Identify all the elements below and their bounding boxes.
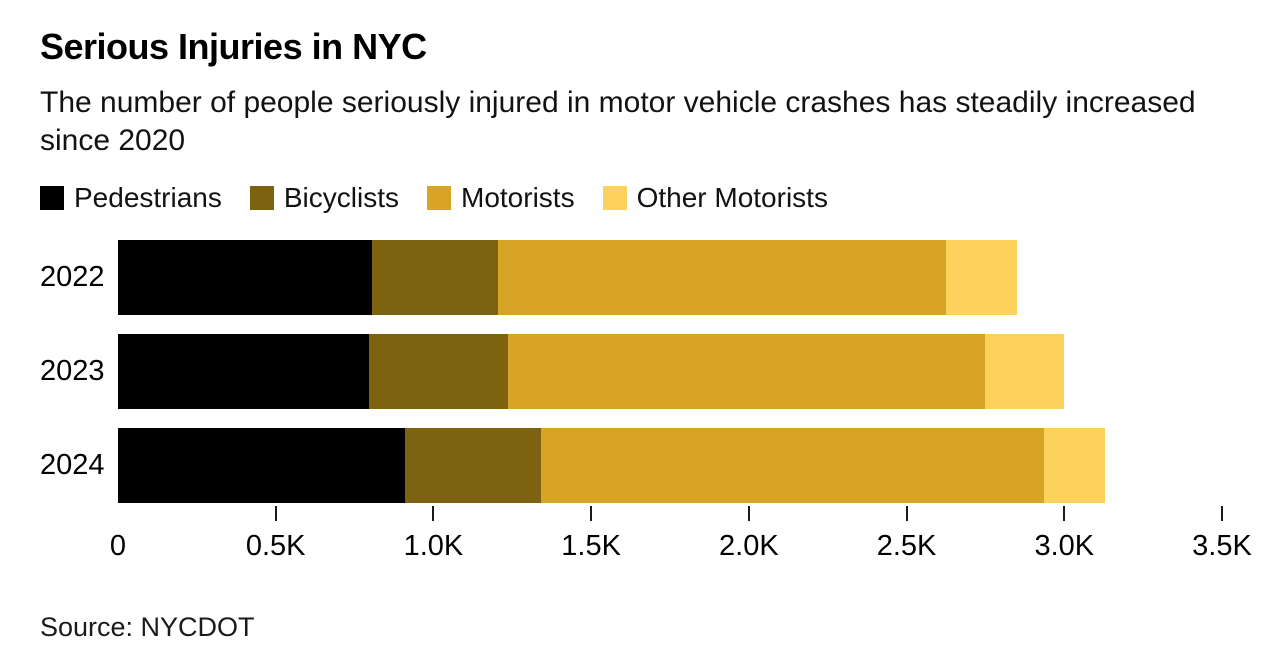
source-note: Source: NYCDOT: [40, 612, 255, 642]
axis-tick-label: 2.5K: [876, 530, 937, 562]
axis-tick-label: 1.0K: [403, 530, 464, 562]
legend-label: Bicyclists: [283, 182, 399, 213]
legend-swatch-bicyclists: [249, 186, 274, 210]
axis-tick-label: 3.5K: [1192, 530, 1252, 562]
axis-tick-label: 3.0K: [1034, 530, 1095, 562]
legend-label: Other Motorists: [636, 182, 828, 213]
legend-swatch-pedestrians: [40, 186, 64, 210]
bar-segment-motorists: [507, 334, 986, 409]
legend-item-bicyclists: Bicyclists: [249, 182, 399, 214]
axis-tick-label: 1.5K: [561, 530, 621, 562]
bar-track: [118, 428, 1222, 503]
legend: Pedestrians Bicyclists Motorists Other Moto…: [40, 182, 1222, 214]
bar-segment-pedestrians: [118, 334, 369, 409]
bar-segment-pedestrians: [118, 240, 372, 315]
axis-tick: [1063, 506, 1066, 521]
axis-tick: [590, 506, 593, 521]
axis-tick-label: 0.5K: [245, 530, 306, 562]
bar-row-2022: 2022: [40, 240, 1222, 315]
bar-track: [118, 240, 1222, 315]
chart-subtitle: The number of people seriously injured i…: [40, 86, 1196, 157]
category-label: 2024: [40, 449, 105, 481]
bar-segment-motorists: [540, 428, 1044, 503]
axis-tick: [905, 506, 908, 521]
bar-segment-motorists: [498, 240, 946, 315]
axis-tick-label: 2.0K: [719, 530, 779, 562]
axis-tick: [274, 506, 277, 521]
legend-label: Pedestrians: [74, 182, 222, 213]
axis-tick: [1221, 506, 1223, 521]
bar-row-2023: 2023: [40, 334, 1222, 409]
bar-segment-other-motorists: [985, 334, 1065, 409]
bar-segment-bicyclists: [368, 334, 508, 409]
axis-tick: [747, 506, 750, 521]
legend-item-other-motorists: Other Motorists: [602, 182, 828, 214]
stacked-bar-chart: 2022 2023 2024: [40, 240, 1222, 503]
bar-segment-bicyclists: [371, 240, 499, 315]
axis-tick-label: 0: [109, 530, 127, 562]
chart-title: Serious Injuries in NYC: [40, 26, 427, 67]
legend-swatch-motorists: [427, 186, 451, 210]
bar-segment-pedestrians: [118, 428, 406, 503]
bar-segment-other-motorists: [1043, 428, 1106, 503]
legend-item-motorists: Motorists: [427, 182, 575, 214]
legend-swatch-other-motorists: [602, 186, 627, 210]
category-label: 2023: [40, 355, 105, 387]
bar-row-2024: 2024: [40, 428, 1222, 503]
bar-track: [118, 334, 1222, 409]
x-axis: 0 0.5K 1.0K 1.5K 2.0K 2.5K 3.0K 3.5K: [110, 506, 1252, 564]
bar-segment-bicyclists: [405, 428, 541, 503]
chart-card: Serious Injuries in NYC The number of pe…: [40, 26, 1252, 642]
legend-item-pedestrians: Pedestrians: [40, 182, 222, 214]
legend-label: Motorists: [461, 182, 575, 213]
category-label: 2022: [40, 261, 105, 293]
axis-tick: [432, 506, 435, 521]
bar-segment-other-motorists: [945, 240, 1017, 315]
